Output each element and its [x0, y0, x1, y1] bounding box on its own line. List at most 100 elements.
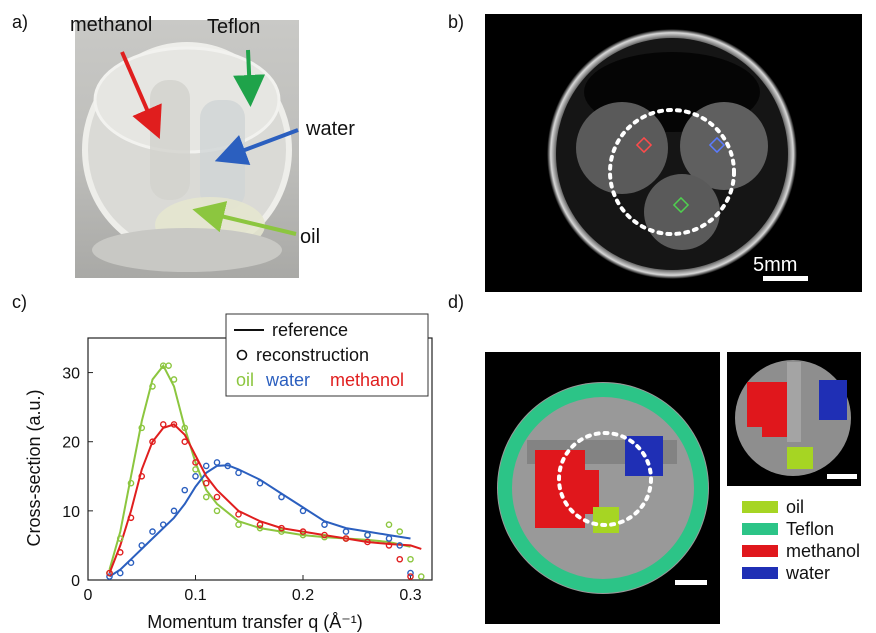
panel-label-d: d): [448, 292, 465, 312]
reconstruction-point-water: [321, 521, 328, 528]
reconstruction-point-methanol: [407, 573, 414, 580]
reconstruction-point-oil: [181, 424, 189, 432]
y-tick-label: 20: [62, 435, 80, 452]
reconstruction-point-oil: [192, 466, 199, 473]
reconstruction-point-water: [106, 573, 113, 580]
legend-oil-label: oil: [236, 370, 254, 390]
seg-legend-methanol-label: methanol: [786, 540, 861, 561]
reconstruction-point-water: [213, 459, 221, 466]
annotation-oil: oil: [300, 226, 321, 248]
arrow-methanol: [120, 51, 162, 140]
panel-label-a: a): [12, 12, 29, 32]
segmentation-map-small: [727, 352, 861, 486]
reconstruction-point-methanol: [364, 538, 371, 546]
reconstruction-point-methanol: [192, 459, 199, 466]
y-tick-label: 0: [71, 573, 80, 590]
reconstruction-point-water: [396, 542, 404, 549]
reference-line-water: [108, 464, 411, 578]
reconstruction-point-water: [202, 462, 210, 470]
x-tick-label: 0.3: [399, 587, 421, 604]
arrow-oil: [192, 201, 297, 236]
segmentation-drawing-large: [497, 382, 709, 594]
ct-image: 5mm: [485, 14, 862, 292]
reconstruction-point-water: [342, 528, 350, 535]
reconstruction-point-methanol: [116, 549, 124, 556]
x-tick-label: 0.2: [292, 587, 314, 604]
chart-points: [106, 362, 425, 580]
arrow-teflon: [233, 49, 266, 107]
segmentation-drawing-small: [735, 360, 857, 479]
reconstruction-point-water: [192, 472, 199, 480]
chart-legend-box: [225, 313, 429, 397]
reconstruction-point-methanol: [235, 511, 242, 518]
seg-legend-water: water: [742, 562, 860, 584]
reconstruction-point-oil: [165, 362, 172, 369]
annotation-water: water: [306, 118, 355, 140]
reconstruction-point-methanol: [278, 524, 285, 532]
reconstruction-point-oil: [417, 573, 425, 580]
reconstruction-point-water: [385, 535, 393, 542]
reconstruction-point-oil: [202, 493, 210, 501]
arrow-water: [214, 128, 299, 165]
seg-legend-oil-label: oil: [786, 496, 805, 517]
reconstruction-point-oil: [256, 524, 264, 532]
reconstruction-point-water: [256, 479, 264, 487]
x-tick-label: 0.1: [184, 587, 206, 604]
legend-reference-label: reference: [272, 320, 348, 340]
seg-swatch-methanol: [742, 545, 778, 557]
reconstruction-point-water: [364, 531, 371, 539]
chart-lines: [108, 363, 422, 578]
reconstruction-point-oil: [407, 555, 414, 563]
reconstruction-point-methanol: [181, 438, 189, 446]
reconstruction-point-methanol: [106, 569, 113, 577]
reconstruction-point-methanol: [385, 542, 393, 549]
annotation-arrows: [120, 49, 299, 236]
reconstruction-point-water: [138, 542, 146, 549]
panel-label-c: c): [12, 292, 27, 312]
annotation-teflon: Teflon: [207, 16, 261, 38]
ct-drawing: [547, 29, 808, 281]
seg-swatch-oil: [742, 501, 778, 513]
reconstruction-point-water: [170, 507, 178, 515]
reconstruction-point-water: [149, 528, 156, 535]
y-tick-label: 30: [62, 366, 80, 383]
reconstruction-point-oil: [213, 507, 221, 515]
legend-reconstruction-marker: [236, 349, 248, 361]
reconstruction-point-oil: [385, 521, 393, 528]
reconstruction-point-oil: [127, 479, 135, 487]
reconstruction-point-methanol: [170, 421, 178, 428]
y-axis-label: Cross-section (a.u.): [24, 389, 44, 546]
reconstruction-point-water: [116, 569, 124, 577]
reconstruction-point-water: [278, 493, 285, 501]
reconstruction-point-water: [181, 486, 189, 494]
reconstruction-point-methanol: [396, 555, 404, 563]
segmentation-legend: oil Teflon methanol water: [742, 496, 860, 584]
reconstruction-point-methanol: [138, 472, 146, 480]
seg-swatch-teflon: [742, 523, 778, 535]
annotation-methanol: methanol: [70, 14, 153, 36]
reconstruction-point-methanol: [213, 493, 221, 501]
reconstruction-point-methanol: [159, 421, 167, 428]
reconstruction-point-oil: [321, 533, 328, 541]
seg-legend-methanol: methanol: [742, 540, 860, 562]
reconstruction-point-methanol: [149, 438, 156, 446]
reconstruction-point-methanol: [127, 514, 135, 522]
reference-line-methanol: [108, 423, 422, 574]
scale-bar-label: 5mm: [753, 254, 798, 276]
seg-legend-teflon-label: Teflon: [786, 518, 835, 539]
reconstruction-point-oil: [299, 531, 307, 539]
seg-legend-water-label: water: [786, 562, 831, 583]
reconstruction-point-methanol: [256, 521, 264, 528]
reconstruction-point-water: [127, 559, 135, 567]
reconstruction-point-oil: [278, 528, 285, 535]
reconstruction-point-water: [224, 462, 232, 470]
reconstruction-point-methanol: [342, 535, 350, 542]
reconstruction-point-methanol: [202, 479, 210, 487]
reconstruction-point-oil: [116, 535, 124, 542]
panel-label-b: b): [448, 12, 465, 32]
reconstruction-point-oil: [235, 521, 242, 528]
seg-legend-teflon: Teflon: [742, 518, 860, 540]
reconstruction-point-methanol: [299, 528, 307, 535]
seg-legend-oil: oil: [742, 496, 860, 518]
legend-water-label: water: [265, 370, 310, 390]
